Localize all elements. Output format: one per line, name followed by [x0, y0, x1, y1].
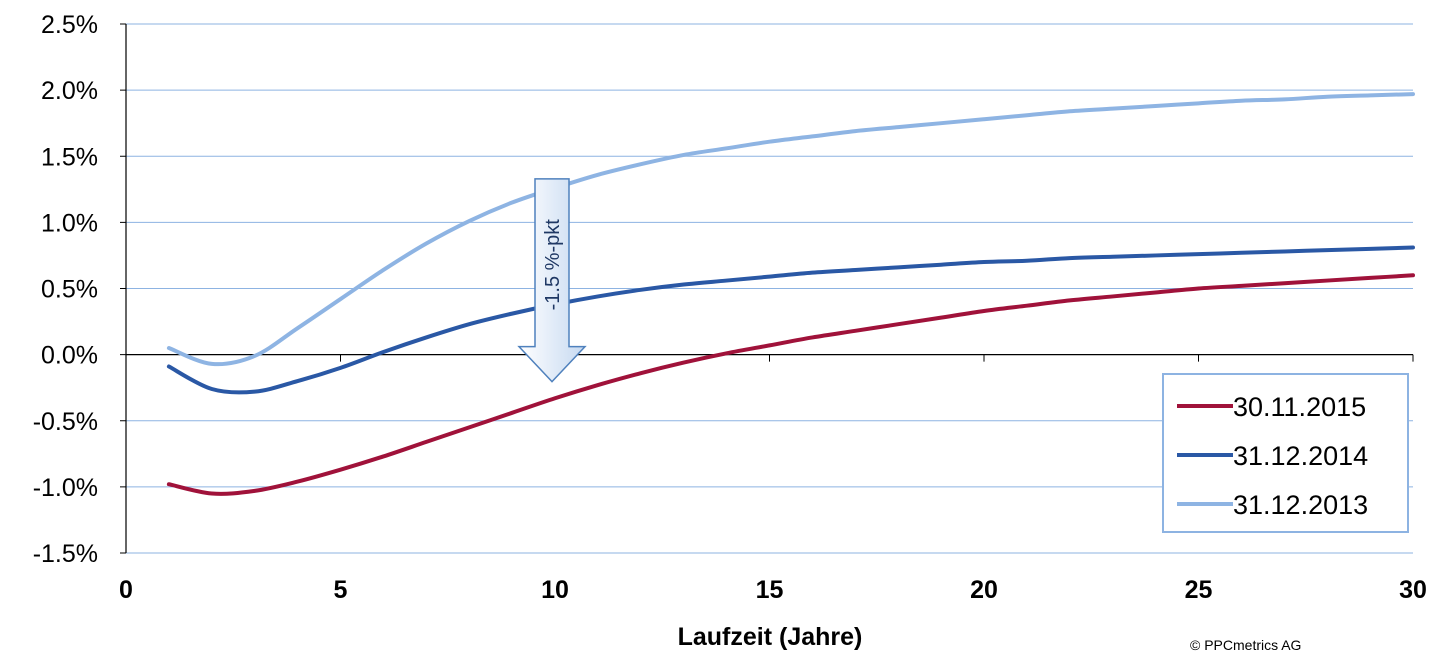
legend-label: 31.12.2013	[1233, 490, 1368, 520]
x-tick-label: 20	[970, 576, 998, 604]
series-line-31-12-2013	[166, 92, 1415, 367]
arrow-label: -1.5 %-pkt	[542, 219, 564, 311]
arrow-annotation: -1.5 %-pkt	[517, 178, 587, 383]
axes	[120, 23, 1414, 554]
series-line-31-12-2014	[166, 245, 1415, 395]
x-axis-ticks: 0 5 10 15 20 25 30	[119, 576, 1427, 604]
y-tick-label: 2.0%	[41, 77, 98, 105]
legend-label: 31.12.2014	[1233, 441, 1368, 471]
series-lines	[166, 92, 1415, 496]
legend: 30.11.2015 31.12.2014 31.12.2013	[1162, 373, 1409, 533]
series-line-30-11-2015	[166, 273, 1415, 496]
y-tick-label: 2.5%	[41, 11, 98, 39]
y-tick-label: -1.5%	[33, 540, 98, 568]
x-tick-label: 0	[119, 576, 133, 604]
y-tick-label: 1.0%	[41, 209, 98, 237]
y-tick-label: -1.0%	[33, 474, 98, 502]
x-tick-label: 5	[334, 576, 348, 604]
y-axis-ticks: -1.5% -1.0% -0.5% 0.0% 0.5% 1.0% 1.5% 2.0% 2.5%	[33, 11, 98, 568]
y-tick-label: 1.5%	[41, 143, 98, 171]
x-tick-label: 30	[1399, 576, 1427, 604]
x-tick-label: 10	[541, 576, 569, 604]
x-tick-label: 25	[1185, 576, 1213, 604]
x-tick-label: 15	[756, 576, 784, 604]
y-tick-label: 0.0%	[41, 342, 98, 370]
copyright-footnote: © PPCmetrics AG	[1190, 637, 1301, 652]
legend-label: 30.11.2015	[1233, 392, 1366, 422]
y-tick-label: 0.5%	[41, 276, 98, 304]
x-axis-label: Laufzeit (Jahre)	[678, 623, 863, 651]
y-tick-label: -0.5%	[33, 408, 98, 436]
gridlines	[126, 23, 1413, 554]
down-arrow-shape	[517, 178, 587, 383]
